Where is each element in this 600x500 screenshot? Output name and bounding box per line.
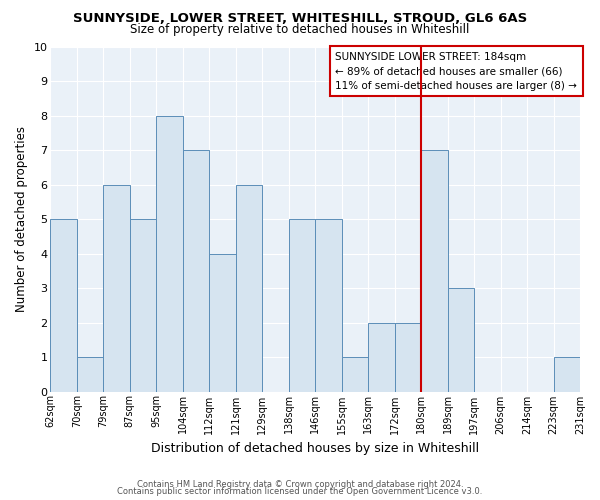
Text: SUNNYSIDE LOWER STREET: 184sqm
← 89% of detached houses are smaller (66)
11% of : SUNNYSIDE LOWER STREET: 184sqm ← 89% of … <box>335 52 577 92</box>
Bar <box>50 219 77 392</box>
Bar <box>315 219 341 392</box>
Bar <box>289 219 315 392</box>
Text: SUNNYSIDE, LOWER STREET, WHITESHILL, STROUD, GL6 6AS: SUNNYSIDE, LOWER STREET, WHITESHILL, STR… <box>73 12 527 26</box>
Bar <box>448 288 474 392</box>
Text: Contains public sector information licensed under the Open Government Licence v3: Contains public sector information licen… <box>118 487 482 496</box>
Bar <box>183 150 209 392</box>
Bar <box>421 150 448 392</box>
Bar <box>554 357 580 392</box>
Bar <box>130 219 156 392</box>
Bar <box>209 254 236 392</box>
Bar <box>156 116 183 392</box>
Text: Contains HM Land Registry data © Crown copyright and database right 2024.: Contains HM Land Registry data © Crown c… <box>137 480 463 489</box>
Text: Size of property relative to detached houses in Whiteshill: Size of property relative to detached ho… <box>130 22 470 36</box>
Bar <box>236 184 262 392</box>
Bar <box>341 357 368 392</box>
Y-axis label: Number of detached properties: Number of detached properties <box>15 126 28 312</box>
Bar <box>368 322 395 392</box>
Bar <box>103 184 130 392</box>
Bar <box>77 357 103 392</box>
Bar <box>395 322 421 392</box>
X-axis label: Distribution of detached houses by size in Whiteshill: Distribution of detached houses by size … <box>151 442 479 455</box>
